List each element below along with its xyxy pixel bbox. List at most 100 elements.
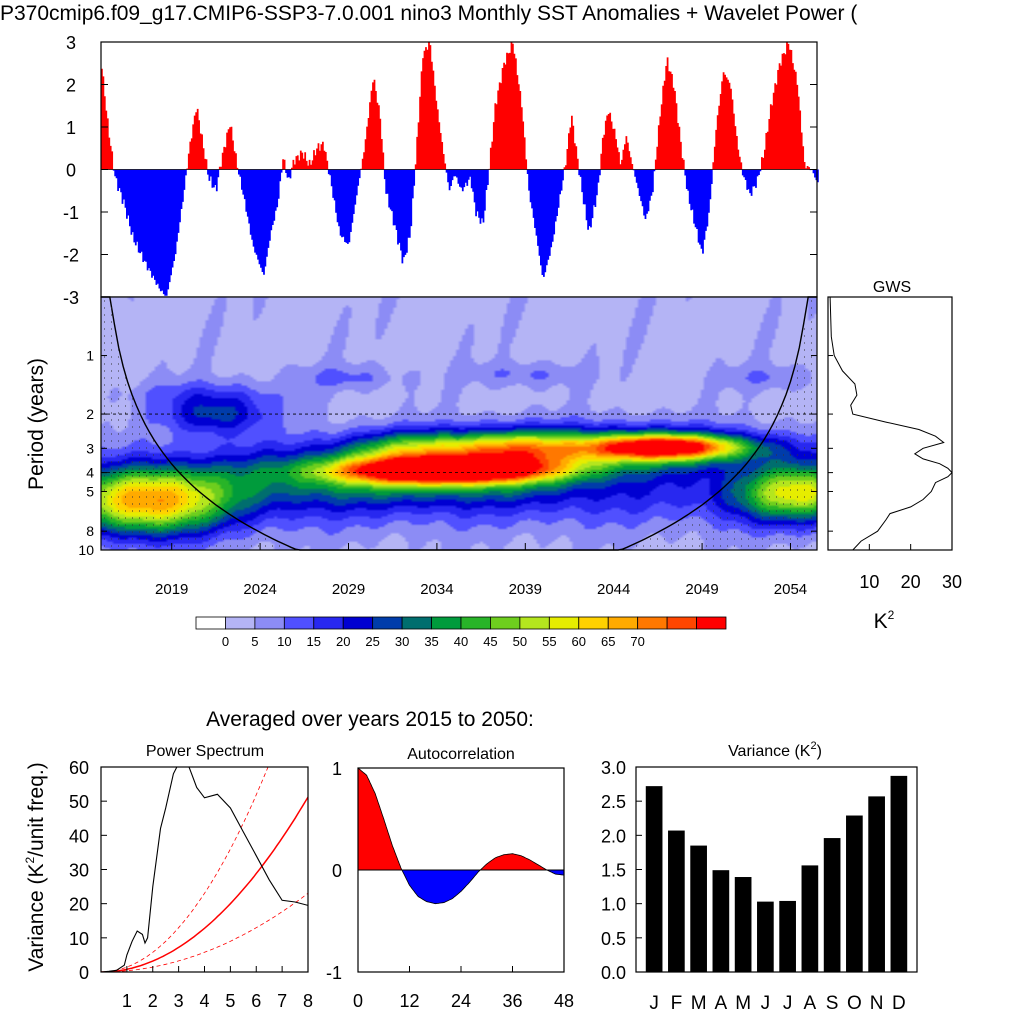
- power-spectrum-ticks: 1 2 3 4 5 6 7 8 0 10 20 30 40 50 60: [69, 758, 313, 1011]
- page-title: P370cmip6.f09_g17.CMIP6-SSP3-7.0.001 nin…: [0, 2, 858, 25]
- ps-ytick-label: 20: [69, 895, 89, 915]
- colorbar-swatch: [431, 616, 462, 630]
- wavelet-ytick-label: 5: [86, 483, 94, 499]
- autocorrelation-line: [357, 767, 565, 905]
- colorbar-swatch: [607, 616, 639, 630]
- power-spectrum-title: Power Spectrum: [146, 743, 264, 760]
- variance-ytick-label: 1.5: [601, 861, 626, 881]
- variance-bar: [734, 877, 752, 972]
- wavelet-xtick-label: 2034: [420, 581, 453, 598]
- ts-ytick-label: -1: [63, 203, 79, 223]
- ps-ytick-label: 50: [69, 792, 89, 812]
- variance-month-label: A: [804, 993, 817, 1014]
- ps-ytick-label: 10: [69, 929, 89, 949]
- colorbar-label: 55: [542, 634, 556, 649]
- colorbar-label: 0: [222, 634, 229, 649]
- variance-bar: [846, 815, 863, 972]
- variance-month-label: D: [892, 993, 906, 1014]
- variance-bar: [868, 796, 885, 972]
- timeseries-yticks: 3 2 1 0 -1 -2 -3: [63, 33, 817, 308]
- ac-ytick-label: 1: [332, 759, 342, 779]
- ps-ytick-label: 0: [79, 963, 89, 983]
- colorbar-swatch: [342, 616, 374, 630]
- ac-xtick-label: 48: [554, 991, 574, 1011]
- ps-xtick-label: 2: [148, 991, 158, 1011]
- gws-xtick-label: 10: [859, 572, 879, 592]
- colorbar-label: 10: [277, 634, 291, 649]
- wavelet-xtick-label: 2039: [509, 581, 542, 598]
- variance-month-label: O: [847, 993, 862, 1014]
- variance-bar: [712, 870, 730, 972]
- autocorrelation-title: Autocorrelation: [407, 746, 515, 763]
- colorbar-swatch: [460, 616, 491, 630]
- colorbar-swatch: [519, 616, 550, 630]
- negative-autocorrelation-area: [401, 869, 565, 904]
- confidence-line: [101, 767, 269, 972]
- ts-ytick-label: 1: [66, 118, 76, 138]
- wavelet-xtick-label: 2029: [332, 581, 365, 598]
- ac-xtick-label: 36: [502, 991, 522, 1011]
- ps-xtick-label: 7: [277, 991, 287, 1011]
- wavelet-power-image: [101, 297, 817, 550]
- ps-xtick-label: 4: [199, 991, 209, 1011]
- ac-xtick-label: 0: [353, 991, 363, 1011]
- timeseries-panel: 3 2 1 0 -1 -2 -3: [63, 33, 819, 308]
- colorbar-swatch: [490, 616, 521, 630]
- colorbar-label: 60: [572, 634, 586, 649]
- significance-stipple: [104, 300, 812, 547]
- colorbar-label: 40: [454, 634, 468, 649]
- variance-month-label: J: [783, 993, 793, 1014]
- variance-ytick-label: 2.5: [601, 792, 626, 812]
- colorbar-label: 5: [251, 634, 258, 649]
- ac-ytick-label: -1: [326, 963, 342, 983]
- colorbar-swatch: [195, 616, 226, 630]
- colorbar-swatch: [666, 616, 697, 630]
- colorbar-swatch: [313, 616, 344, 630]
- power-spectrum-lines: [101, 767, 308, 972]
- gws-xlabel: K2: [874, 608, 895, 633]
- colorbar-swatch: [254, 616, 285, 630]
- variance-month-label: M: [691, 993, 707, 1014]
- colorbar-swatch: [637, 616, 668, 630]
- variance-month-label: M: [735, 993, 751, 1014]
- variance-ytick-label: 0.0: [601, 963, 626, 983]
- ac-xtick-label: 24: [451, 991, 471, 1011]
- colorbar-label: 70: [630, 634, 644, 649]
- ts-ytick-label: -2: [63, 246, 79, 266]
- colorbar-swatch: [225, 616, 256, 630]
- variance-bar: [823, 838, 841, 972]
- ps-xtick-label: 3: [174, 991, 184, 1011]
- power-spectrum-plot-area: [101, 767, 308, 972]
- ts-ytick-label: -3: [63, 288, 79, 308]
- gws-xtick-label: 30: [942, 572, 962, 592]
- wavelet-ytick-label: 2: [86, 406, 94, 422]
- variance-bars: [645, 775, 908, 972]
- wavelet-ytick-label: 1: [86, 348, 94, 364]
- colorbar-label: 35: [424, 634, 438, 649]
- gws-xtick-label: 20: [901, 572, 921, 592]
- ac-xtick-label: 12: [399, 991, 419, 1011]
- colorbar-swatch: [283, 616, 315, 630]
- ts-ytick-label: 0: [66, 161, 76, 181]
- colorbar-swatch: [578, 616, 609, 630]
- gws-title: GWS: [873, 279, 911, 296]
- autocorrelation-panel: Autocorrelation 0 12 24 36 48 1 0 -1: [326, 746, 574, 1011]
- ps-xtick-label: 5: [225, 991, 235, 1011]
- wavelet-ytick-label: 4: [86, 465, 94, 481]
- spectrum-line: [101, 767, 308, 972]
- wavelet-xtick-label: 2054: [774, 581, 807, 598]
- variance-bar: [668, 830, 685, 972]
- variance-ytick-label: 3.0: [601, 758, 626, 778]
- wavelet-xtick-label: 2024: [243, 581, 276, 598]
- wavelet-panel: 2019 2024 2029 2034 2039 2044 2049 2054 1234581…: [25, 296, 818, 598]
- variance-bar: [890, 775, 908, 972]
- section-title: Averaged over years 2015 to 2050:: [206, 708, 534, 731]
- variance-panel: Variance (K2) J F M A M J J A S O N D0.00.51.01.52.…: [601, 740, 918, 1014]
- ps-xtick-label: 6: [251, 991, 261, 1011]
- variance-ytick-label: 0.5: [601, 929, 626, 949]
- gws-line: [829, 296, 953, 551]
- wavelet-ytick-label: 8: [86, 523, 94, 539]
- confidence-line: [101, 892, 308, 972]
